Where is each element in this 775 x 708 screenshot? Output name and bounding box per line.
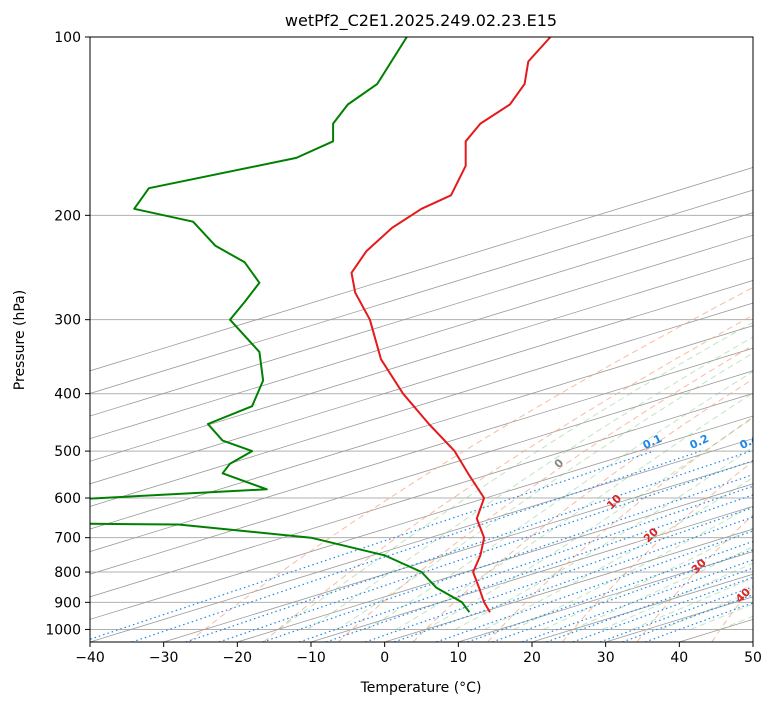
moist-adiabat <box>307 336 753 630</box>
moist-adiabat <box>278 321 753 630</box>
y-tick-label: 700 <box>54 531 81 547</box>
x-tick-label: −10 <box>296 650 326 666</box>
isotherm-line <box>384 528 753 642</box>
moist-adiabat <box>366 370 753 630</box>
x-tick-label: −40 <box>75 650 105 666</box>
dry-adiabat <box>711 585 753 642</box>
x-tick-label: 0 <box>380 650 389 666</box>
plot-area: -100-90-80-70-60-50-40-30-20-10 0.10.20.… <box>90 37 753 642</box>
dewpoint-profile <box>90 37 471 613</box>
isotherm-line <box>90 234 753 440</box>
x-tick-label: 20 <box>523 650 541 666</box>
moist-adiabat <box>572 546 753 630</box>
y-tick-label: 1000 <box>45 622 81 638</box>
dry-adiabat <box>561 460 753 642</box>
temperature-profile <box>350 37 552 613</box>
moist-adiabat <box>336 352 753 630</box>
moist-adiabat <box>395 392 753 630</box>
y-tick-label: 800 <box>54 565 81 581</box>
mixing-ratio-line <box>467 540 753 642</box>
isotherms <box>90 167 753 642</box>
isotherm-line <box>90 438 753 642</box>
sounding-profiles <box>90 37 552 613</box>
isotherm-line <box>90 370 753 575</box>
moist-adiabat <box>425 417 753 630</box>
y-tick-label: 300 <box>54 313 81 329</box>
x-axis-label: Temperature (°C) <box>360 680 482 696</box>
isotherm-line <box>90 393 753 598</box>
mixing-ratio-line <box>262 473 753 642</box>
chart-title: wetPf2_C2E1.2025.249.02.23.E15 <box>285 11 557 31</box>
isotherm-line <box>237 483 753 642</box>
y-tick-label: 200 <box>54 208 81 224</box>
x-tick-label: 40 <box>670 650 688 666</box>
isotherm-line <box>90 415 753 620</box>
mixing-ratio-line <box>644 602 753 642</box>
y-tick-label: 100 <box>54 30 81 46</box>
mixing-ratio-line <box>218 460 753 642</box>
x-tick-label: −30 <box>149 650 179 666</box>
isotherm-line <box>90 347 753 553</box>
moist-adiabats <box>278 321 753 630</box>
isotherm-line <box>310 505 753 642</box>
isotherm-line <box>90 257 753 462</box>
isotherm-line <box>163 460 753 642</box>
mixing-ratio-lines <box>90 450 753 642</box>
y-tick-label: 600 <box>54 491 81 507</box>
x-tick-label: 30 <box>597 650 615 666</box>
plot-frame <box>89 36 754 643</box>
y-tick-label: 400 <box>54 387 81 403</box>
mixing-ratio-line <box>185 450 751 642</box>
x-tick-label: −20 <box>223 650 253 666</box>
pressure-gridlines <box>90 37 753 630</box>
isotherm-line <box>90 212 753 417</box>
isotherm-line <box>90 167 753 372</box>
y-tick-label: 500 <box>54 444 81 460</box>
y-axis-label: Pressure (hPa) <box>12 290 28 390</box>
dry-adiabat <box>487 416 753 642</box>
mixing-ratio-line <box>622 594 753 642</box>
mixing-ratio-line <box>492 549 753 642</box>
mixing-ratio-line <box>299 485 753 642</box>
isotherm-line <box>90 280 753 485</box>
dry-adiabat <box>337 344 753 642</box>
isotherm-line <box>90 302 753 507</box>
x-tick-label: 10 <box>449 650 467 666</box>
mixing-ratio-line <box>325 494 753 642</box>
isotherm-line <box>90 325 753 530</box>
moist-adiabat <box>484 476 753 630</box>
dry-adiabat <box>263 314 753 642</box>
y-axis-ticks: 1000 900 800 700 600 500 400 300 200 100 <box>45 30 90 638</box>
moist-adiabat <box>513 504 753 630</box>
moist-adiabat <box>602 562 753 630</box>
x-axis-ticks: −40 −30 −20 −10 0 10 20 30 40 50 <box>75 642 762 666</box>
x-tick-label: 50 <box>744 650 762 666</box>
isotherm-line <box>90 189 753 394</box>
y-tick-label: 900 <box>54 595 81 611</box>
dry-adiabat <box>636 514 753 642</box>
